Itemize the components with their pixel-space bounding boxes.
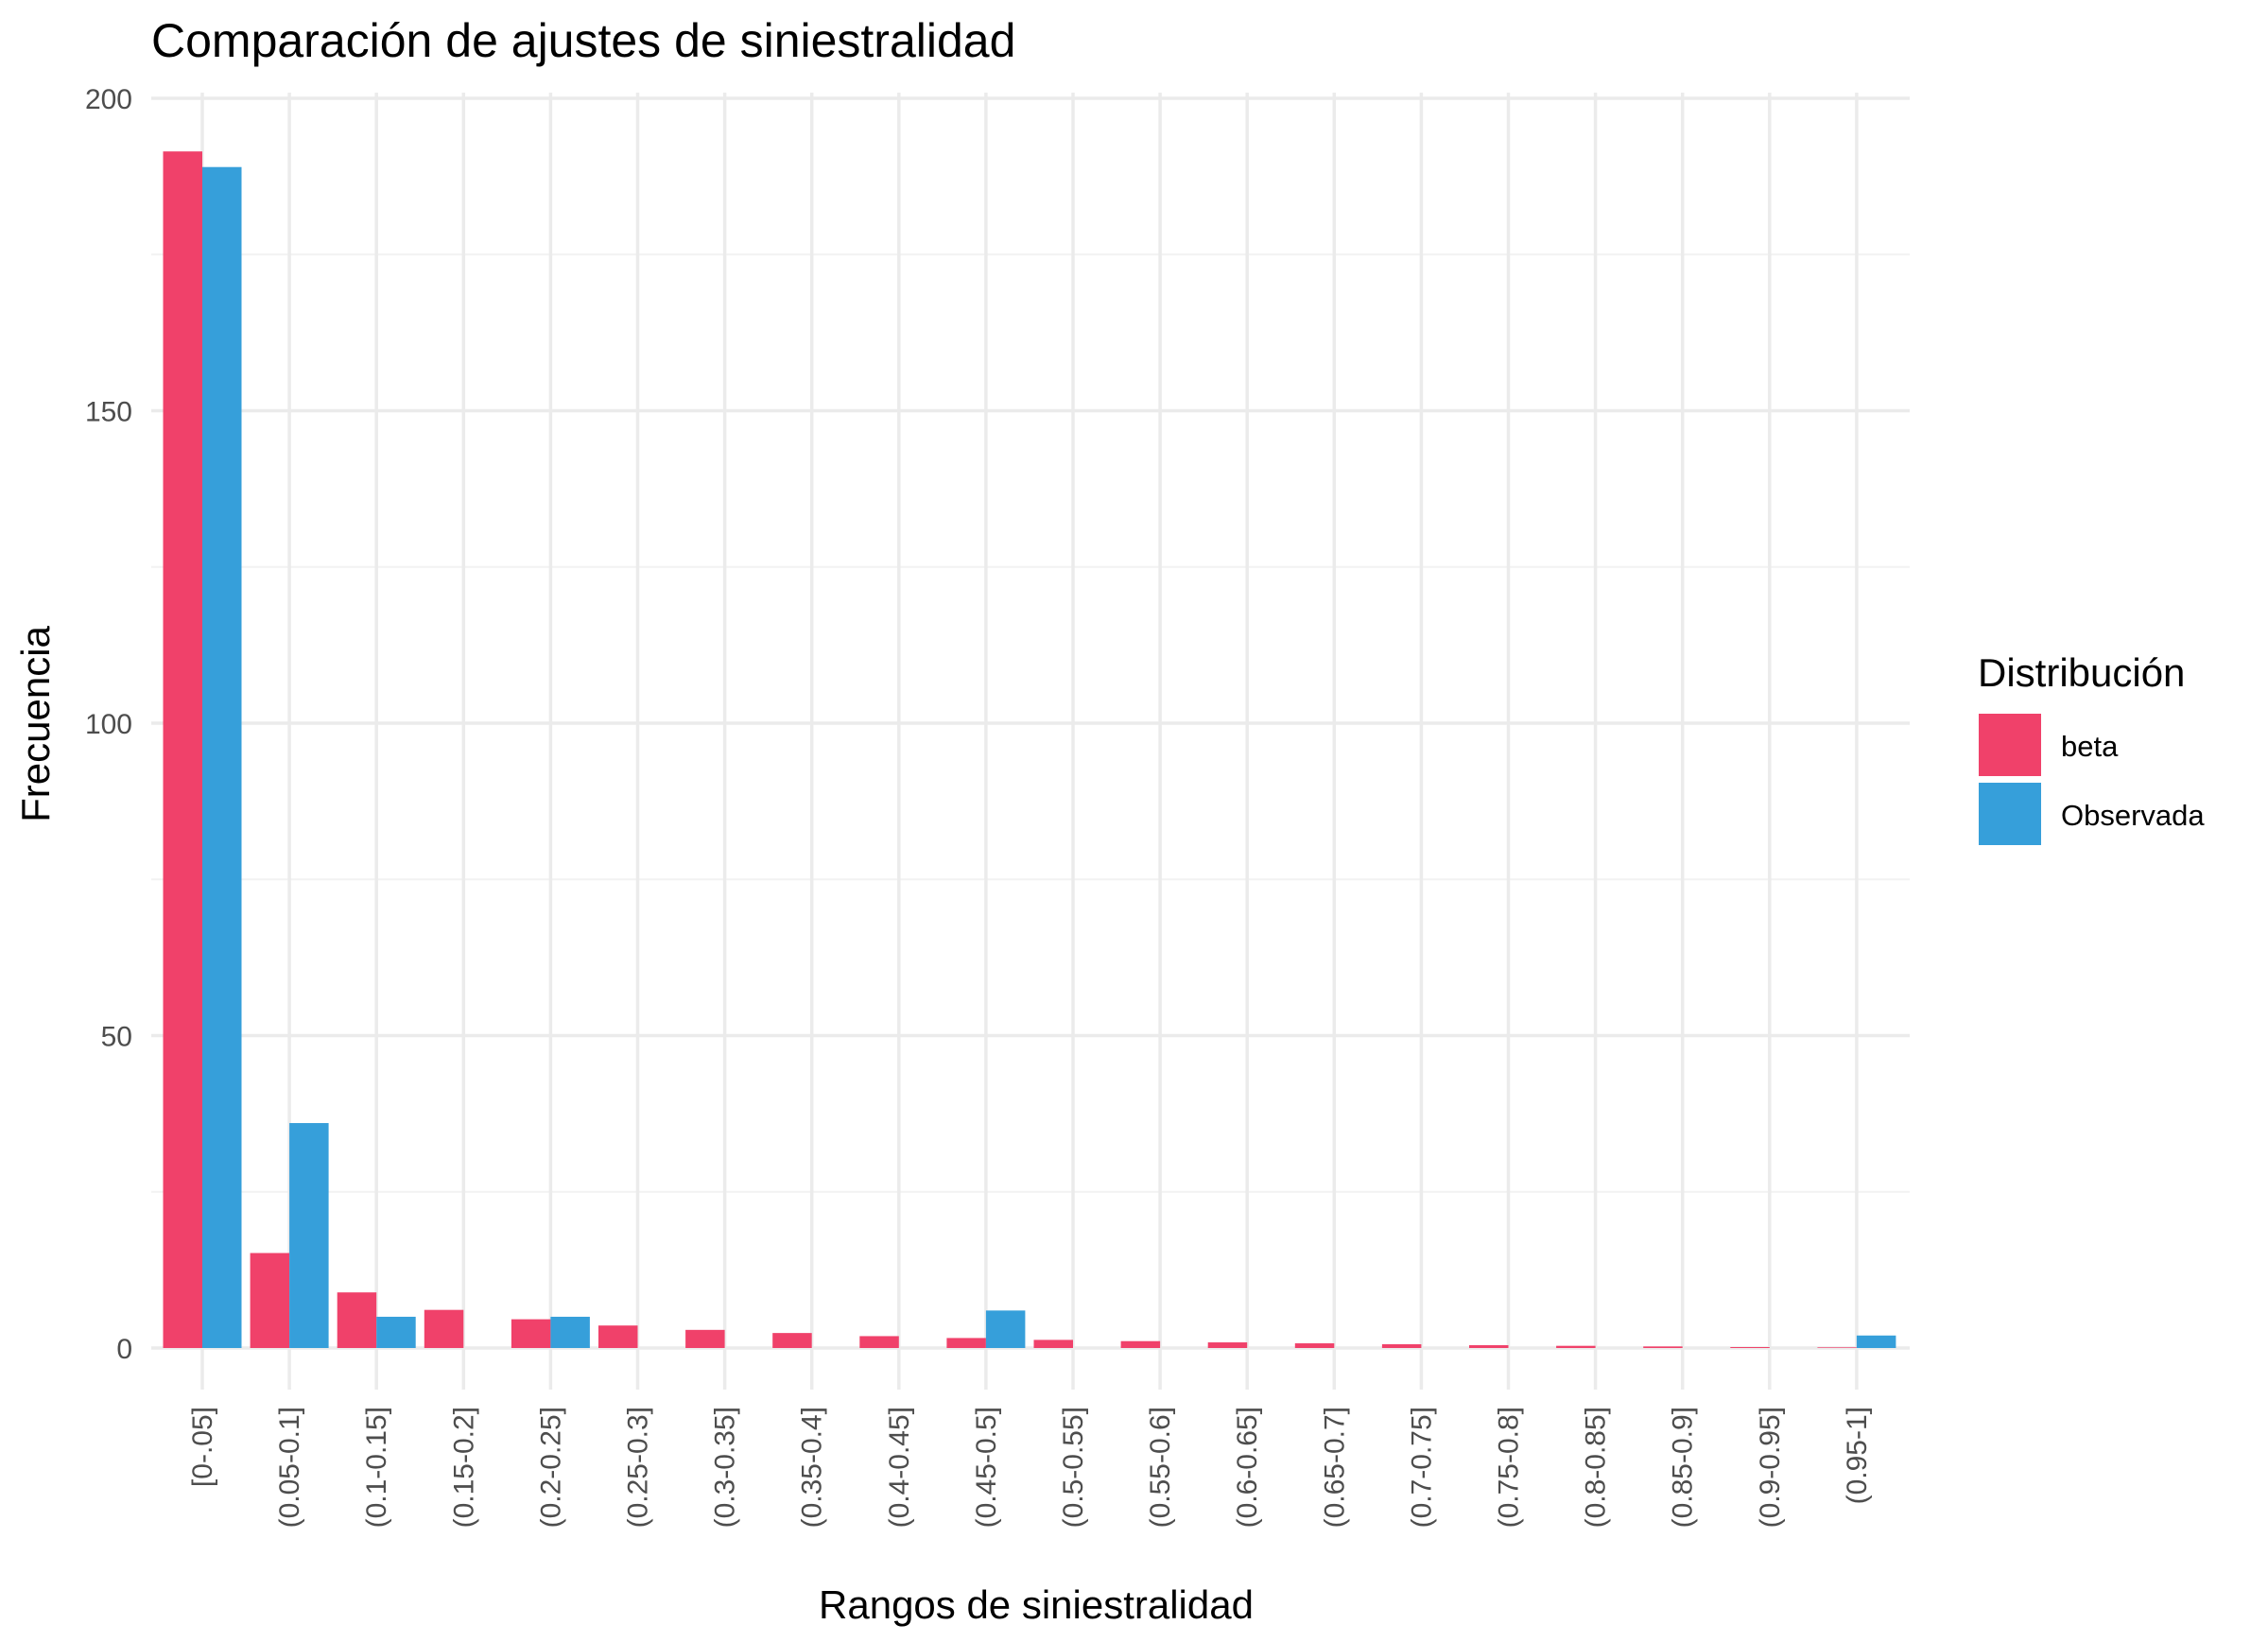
x-tick-label: (0.25-0.3] xyxy=(623,1407,654,1528)
y-tick-label: 0 xyxy=(116,1334,132,1365)
y-tick-label: 200 xyxy=(85,84,132,115)
bar-beta-11 xyxy=(1120,1340,1161,1348)
x-tick-label: (0.05-0.1] xyxy=(274,1407,305,1528)
x-tick-label: (0.45-0.5] xyxy=(971,1407,1002,1528)
x-tick-label: (0.7-0.75] xyxy=(1406,1407,1437,1528)
bar-beta-14 xyxy=(1381,1344,1422,1348)
x-tick-label: (0.9-0.95] xyxy=(1755,1407,1786,1528)
chart-title: Comparación de ajustes de siniestralidad xyxy=(151,14,1015,67)
x-tick-label: (0.15-0.2] xyxy=(448,1407,479,1528)
bar-observada-19 xyxy=(1856,1335,1896,1348)
bar-beta-16 xyxy=(1556,1345,1596,1348)
y-tick-label: 100 xyxy=(85,709,132,740)
x-tick-label: (0.55-0.6] xyxy=(1145,1407,1176,1528)
bar-beta-15 xyxy=(1469,1345,1509,1348)
bar-beta-1 xyxy=(250,1253,290,1348)
bar-observada-9 xyxy=(985,1310,1026,1348)
x-tick-label: (0.5-0.55] xyxy=(1058,1407,1089,1528)
bar-beta-2 xyxy=(337,1292,377,1348)
x-tick-label: (0.3-0.35] xyxy=(710,1407,741,1528)
legend-title: Distribución xyxy=(1978,650,2185,695)
legend-label-beta: beta xyxy=(2061,730,2119,763)
y-tick-label: 150 xyxy=(85,397,132,428)
x-tick-label: (0.65-0.7] xyxy=(1319,1407,1350,1528)
bar-beta-17 xyxy=(1643,1346,1683,1348)
x-axis-title: Rangos de siniestralidad xyxy=(819,1582,1254,1627)
x-tick-label: (0.8-0.85] xyxy=(1581,1407,1612,1528)
legend-swatch-observada xyxy=(1979,783,2041,845)
bar-beta-18 xyxy=(1730,1347,1770,1348)
y-axis-ticks: 0 50 100 150 200 xyxy=(85,84,132,1365)
x-tick-label: (0.75-0.8] xyxy=(1494,1407,1525,1528)
x-tick-label: (0.95-1] xyxy=(1842,1407,1873,1504)
x-tick-label: (0.6-0.65] xyxy=(1232,1407,1263,1528)
grid xyxy=(151,93,1910,1390)
legend: Distribución beta Observada xyxy=(1978,650,2205,845)
bar-beta-13 xyxy=(1294,1343,1335,1348)
bar-observada-4 xyxy=(550,1316,590,1348)
bar-beta-19 xyxy=(1817,1347,1857,1348)
x-axis-ticks: [0-.05] (0.05-0.1] (0.1-0.15] (0.15-0.2] (0.… xyxy=(187,1407,1873,1528)
bar-beta-12 xyxy=(1207,1342,1248,1348)
x-tick-label: (0.1-0.15] xyxy=(361,1407,392,1528)
bar-beta-5 xyxy=(598,1325,638,1348)
x-tick-label: (0.35-0.4] xyxy=(797,1407,828,1528)
x-tick-label: (0.4-0.45] xyxy=(884,1407,915,1528)
bar-observada-2 xyxy=(376,1316,416,1348)
bar-beta-0 xyxy=(163,151,202,1348)
bar-beta-8 xyxy=(859,1336,899,1348)
bar-observada-1 xyxy=(289,1123,329,1348)
bar-beta-9 xyxy=(946,1338,986,1348)
bar-beta-3 xyxy=(424,1309,464,1348)
x-tick-label: (0.2-0.25] xyxy=(535,1407,566,1528)
bars xyxy=(163,151,1896,1349)
bar-beta-6 xyxy=(685,1329,725,1348)
legend-label-observada: Observada xyxy=(2061,799,2205,832)
y-axis-title: Frecuencia xyxy=(13,625,58,821)
bar-beta-7 xyxy=(772,1333,812,1348)
x-tick-label: [0-.05] xyxy=(187,1407,218,1487)
bar-beta-10 xyxy=(1033,1340,1073,1348)
bar-observada-0 xyxy=(202,166,242,1349)
bar-beta-4 xyxy=(511,1319,551,1348)
x-tick-label: (0.85-0.9] xyxy=(1668,1407,1699,1528)
legend-swatch-beta xyxy=(1979,714,2041,776)
y-tick-label: 50 xyxy=(101,1022,132,1053)
